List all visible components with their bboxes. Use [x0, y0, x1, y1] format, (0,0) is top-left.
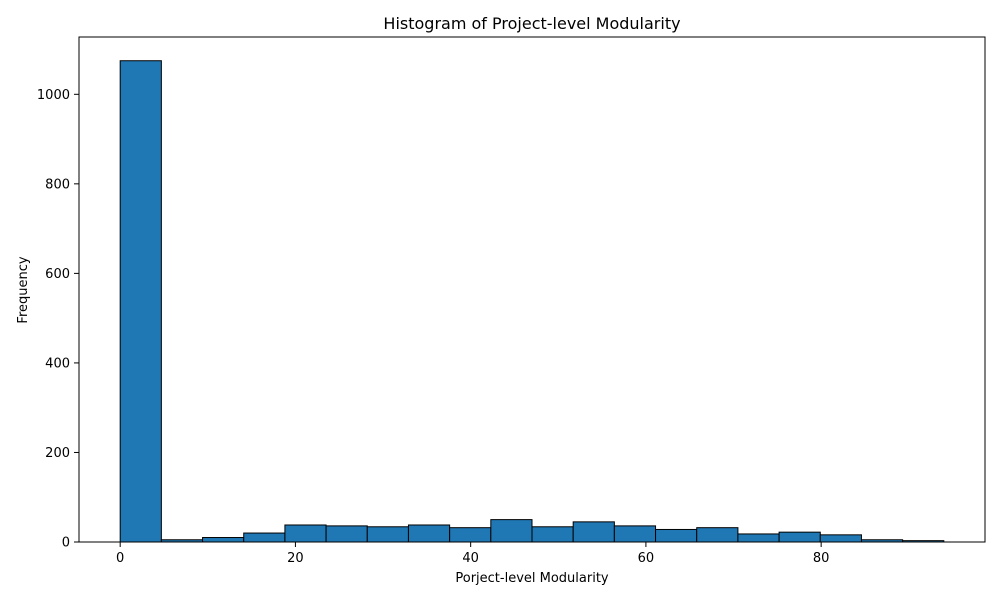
histogram-bar — [613, 525, 657, 543]
x-tick-label: 40 — [462, 551, 479, 566]
x-tick-label: 80 — [813, 551, 830, 566]
histogram-bar — [531, 526, 574, 543]
histogram-bar — [572, 521, 615, 543]
x-tick-label: 60 — [638, 551, 655, 566]
y-tick-label: 600 — [45, 267, 70, 282]
y-tick-label: 1000 — [37, 88, 70, 103]
chart-title: Histogram of Project-level Modularity — [383, 14, 680, 33]
histogram-bar — [696, 527, 739, 543]
histogram-bar — [655, 528, 698, 543]
histogram-bar — [243, 532, 286, 543]
histogram-bar — [284, 524, 327, 543]
y-tick-label: 400 — [45, 356, 70, 371]
y-tick-label: 200 — [45, 446, 70, 461]
histogram-bar — [449, 527, 492, 543]
histogram-bar — [737, 533, 780, 543]
histogram-bar — [366, 526, 409, 543]
y-axis-ticks: 0 200 400 600 800 1000 — [37, 88, 79, 551]
histogram-bar — [202, 537, 245, 543]
histogram-bar — [119, 60, 162, 543]
y-axis-label: Frequency — [16, 256, 31, 323]
histogram-bar — [490, 519, 533, 543]
histogram-bar — [778, 531, 821, 543]
x-tick-label: 0 — [116, 551, 124, 566]
plot-frame — [78, 36, 986, 543]
y-tick-label: 800 — [45, 177, 70, 192]
x-axis-ticks: 0 20 40 60 80 — [116, 542, 829, 566]
x-tick-label: 20 — [287, 551, 304, 566]
histogram-bar — [407, 524, 451, 543]
histogram-bar — [325, 525, 368, 543]
bars-group — [119, 60, 945, 543]
x-axis-label: Porject-level Modularity — [455, 571, 609, 586]
histogram-bar — [819, 534, 862, 543]
y-tick-label: 0 — [62, 536, 70, 551]
